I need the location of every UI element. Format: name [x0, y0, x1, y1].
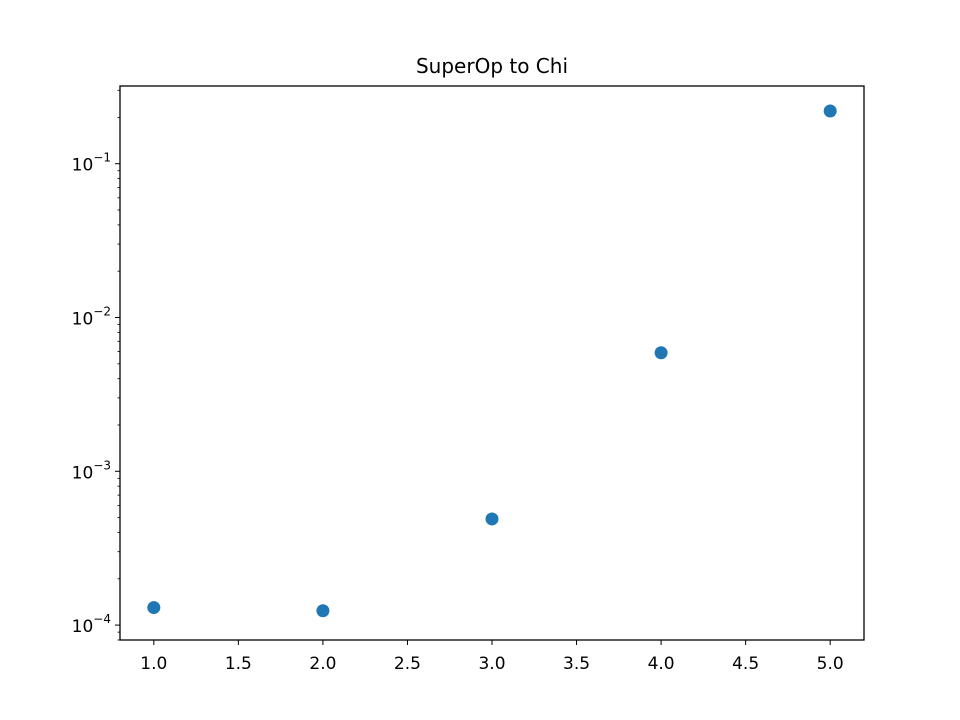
- y-tick-label: 10−4: [72, 612, 111, 637]
- y-tick-base: 10: [72, 617, 94, 637]
- y-tick-exponent: −3: [93, 458, 111, 472]
- y-tick-label: 10−2: [72, 304, 111, 329]
- x-tick-label: 5.0: [817, 654, 844, 674]
- scatter-point: [654, 346, 668, 360]
- x-tick-label: 4.5: [732, 654, 759, 674]
- y-tick-label: 10−3: [72, 458, 111, 483]
- scatter-point: [485, 512, 499, 526]
- y-tick-exponent: −4: [93, 612, 111, 626]
- x-tick-label: 1.5: [225, 654, 252, 674]
- data-points: [147, 104, 837, 618]
- x-tick-label: 2.5: [394, 654, 421, 674]
- x-tick-label: 3.5: [563, 654, 590, 674]
- y-tick-base: 10: [72, 309, 94, 329]
- y-tick-exponent: −2: [93, 304, 111, 318]
- scatter-point: [316, 604, 330, 618]
- x-tick-label: 2.0: [309, 654, 336, 674]
- y-tick-base: 10: [72, 463, 94, 483]
- y-tick-base: 10: [72, 156, 94, 176]
- chart-title: SuperOp to Chi: [416, 54, 568, 78]
- y-tick-label: 10−1: [72, 151, 111, 176]
- y-tick-exponent: −1: [93, 151, 111, 165]
- scatter-point: [823, 104, 837, 118]
- x-tick-label: 4.0: [648, 654, 675, 674]
- plot-frame: [119, 85, 865, 641]
- x-tick-label: 3.0: [478, 654, 505, 674]
- x-tick-label: 1.0: [140, 654, 167, 674]
- scatter-point: [147, 601, 161, 615]
- axis-ticks: 1.0 1.5 2.0 2.5 3.0 3.5 4.0 4.5 5.010−410−310−21…: [72, 89, 844, 674]
